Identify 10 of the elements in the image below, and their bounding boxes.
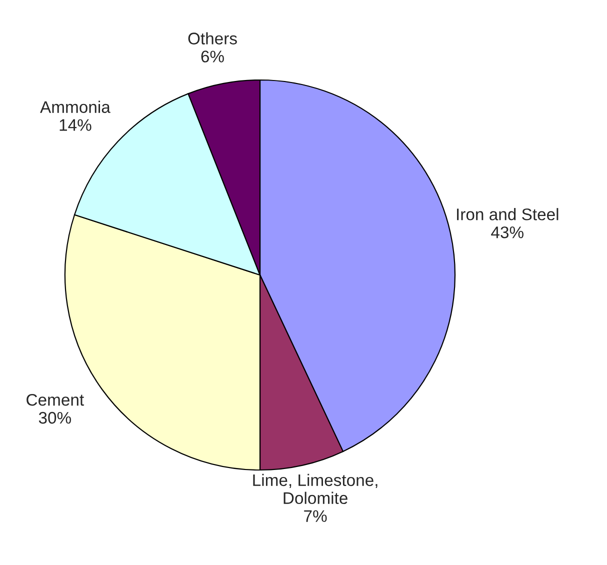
data-label: 30% [38, 412, 71, 424]
data-label: 7% [304, 510, 327, 522]
slice-label: Cement [26, 394, 84, 406]
slice-label: Lime, Limestone, Dolomite [253, 474, 378, 504]
slice-label: Ammonia [40, 100, 110, 113]
data-label: 14% [60, 119, 92, 131]
data-label: 6% [201, 50, 224, 62]
slice-label: Iron and Steel [457, 208, 558, 220]
slice-label: Others [188, 32, 237, 44]
data-label: 43% [491, 226, 524, 238]
